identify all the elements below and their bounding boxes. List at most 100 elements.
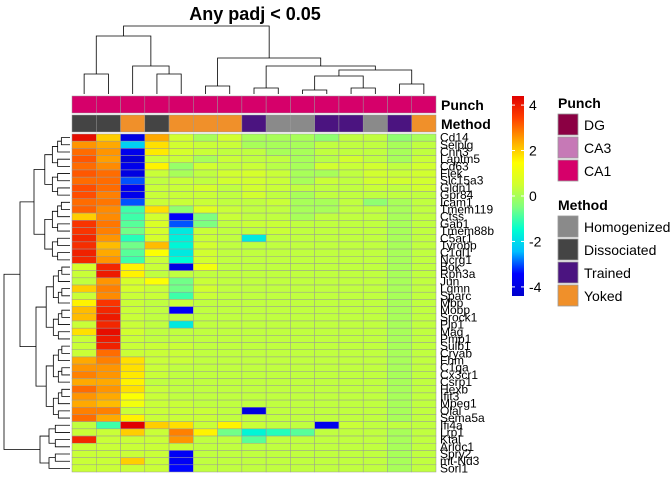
- dendrogram-link: [60, 201, 70, 210]
- dendrogram-link: [57, 349, 70, 361]
- gene-label: mt-Nd3: [440, 454, 480, 468]
- heatmap-cell: [96, 450, 121, 458]
- gene-label: Plp1: [440, 318, 464, 332]
- heatmap-cell: [314, 277, 340, 286]
- heatmap-cell: [120, 291, 146, 300]
- heatmap-cell: [314, 356, 340, 365]
- dendrogram-link: [61, 266, 70, 275]
- heatmap-cell: [290, 291, 315, 300]
- heatmap-cell: [314, 155, 340, 164]
- dendrogram-link: [57, 205, 70, 218]
- heatmap-cell: [338, 392, 364, 401]
- heatmap-cell: [144, 450, 170, 458]
- heatmap-cell: [265, 277, 291, 286]
- heatmap-cell: [338, 464, 364, 473]
- dendrogram-link: [156, 73, 182, 94]
- heatmap-cell: [314, 220, 340, 228]
- punch-annotation-cell: [168, 95, 194, 114]
- heatmap-cell: [290, 184, 315, 192]
- heatmap-cell: [265, 306, 291, 315]
- heatmap-cell: [362, 342, 388, 350]
- heatmap-cell: [387, 263, 412, 271]
- dendrogram-link: [52, 397, 59, 415]
- color-scale-tick-label: 2: [529, 143, 537, 159]
- heatmap-cell: [241, 313, 267, 322]
- heatmap-cell: [411, 133, 437, 142]
- heatmap-cell: [290, 306, 315, 315]
- dendrogram-link: [350, 87, 376, 94]
- heatmap-cell: [362, 320, 388, 329]
- heatmap-cell: [362, 220, 388, 228]
- heatmap-cell: [71, 256, 97, 264]
- heatmap-cell: [387, 392, 412, 401]
- heatmap-cell: [241, 299, 267, 307]
- heatmap-cell: [71, 162, 97, 171]
- method-annotation-cell: [120, 114, 146, 133]
- heatmap-cell: [241, 205, 267, 214]
- heatmap-cell: [265, 392, 291, 401]
- heatmap-cell: [217, 198, 243, 207]
- heatmap-cell: [314, 133, 340, 142]
- heatmap-cell: [241, 248, 267, 257]
- gene-label: Selplg: [440, 138, 473, 152]
- heatmap-cell: [265, 227, 291, 235]
- heatmap-cell: [314, 198, 340, 207]
- heatmap-cell: [96, 133, 121, 142]
- heatmap-cell: [71, 277, 97, 286]
- dendrogram-link: [265, 65, 376, 88]
- heatmap-cell: [193, 442, 218, 451]
- heatmap-cell: [193, 184, 218, 192]
- method-annotation-cell: [241, 114, 267, 133]
- heatmap-cell: [338, 227, 364, 235]
- heatmap-cell: [96, 385, 121, 394]
- heatmap-cell: [314, 148, 340, 156]
- heatmap-cell: [144, 155, 170, 164]
- heatmap-cell: [290, 155, 315, 164]
- heatmap-cell: [71, 450, 97, 458]
- heatmap-cell: [144, 184, 170, 192]
- heatmap-cell: [338, 342, 364, 350]
- heatmap-cell: [168, 241, 194, 250]
- heatmap-cell: [362, 464, 388, 473]
- heatmap-cell: [387, 428, 412, 437]
- heatmap-cell: [411, 442, 437, 451]
- heatmap-cell: [71, 356, 97, 365]
- heatmap-cell: [120, 335, 146, 343]
- heatmap-cell: [120, 270, 146, 279]
- heatmap-cell: [71, 169, 97, 178]
- heatmap-cell: [338, 198, 364, 207]
- heatmap-cell: [144, 342, 170, 350]
- heatmap-cell: [314, 442, 340, 451]
- heatmap-cell: [217, 320, 243, 329]
- heatmap-cell: [168, 342, 194, 350]
- heatmap-cell: [168, 335, 194, 343]
- heatmap-cell: [362, 392, 388, 401]
- heatmap-cell: [265, 435, 291, 444]
- heatmap-cell: [241, 263, 267, 271]
- heatmap-cell: [96, 371, 121, 379]
- heatmap-cell: [144, 435, 170, 444]
- heatmap-cell: [387, 385, 412, 394]
- heatmap-cell: [193, 162, 218, 171]
- heatmap-cell: [338, 133, 364, 142]
- heatmap-cell: [120, 435, 146, 444]
- heatmap-cell: [338, 313, 364, 322]
- heatmap-cell: [314, 284, 340, 293]
- heatmap-cell: [193, 241, 218, 250]
- heatmap-cell: [387, 349, 412, 358]
- heatmap-cell: [290, 399, 315, 408]
- heatmap-cell: [120, 256, 146, 264]
- heatmap-cell: [193, 335, 218, 343]
- heatmap-cell: [290, 464, 315, 473]
- heatmap-cell: [144, 392, 170, 401]
- heatmap-cell: [71, 457, 97, 466]
- heatmap-cell: [96, 270, 121, 279]
- heatmap-cell: [168, 198, 194, 207]
- heatmap-cell: [71, 155, 97, 164]
- dendrogram-link: [57, 237, 70, 246]
- heatmap-cell: [265, 414, 291, 422]
- heatmap-cell: [96, 162, 121, 171]
- heatmap-cell: [144, 277, 170, 286]
- heatmap-cell: [71, 464, 97, 473]
